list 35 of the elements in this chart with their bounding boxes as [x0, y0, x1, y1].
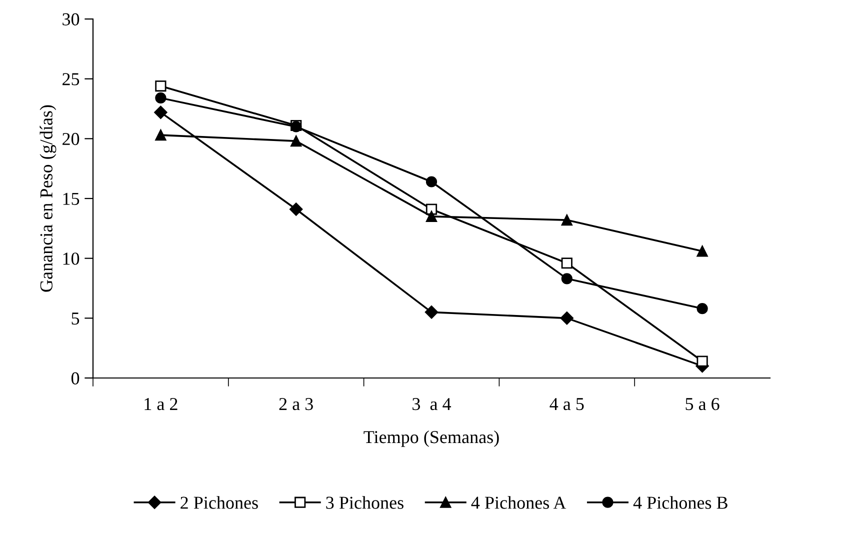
legend-label: 4 Pichones B: [633, 496, 728, 509]
y-tick-label: 20: [62, 132, 80, 146]
y-axis-title: Ganancia en Peso (g/días): [40, 105, 56, 292]
point: [155, 92, 166, 104]
x-tick-label: 5 a 6: [686, 398, 720, 410]
y-tick-label: 30: [62, 13, 80, 26]
point: [154, 106, 168, 119]
point: [155, 80, 166, 92]
y-tick-label: 0: [71, 372, 80, 384]
point: [560, 312, 574, 325]
y-tick-label: 15: [63, 192, 80, 205]
legend-label: 4 Pichones A: [471, 496, 566, 509]
x-axis-title: Tiempo (Semanas): [364, 430, 499, 447]
point: [426, 210, 438, 222]
point: [696, 303, 708, 314]
y-tick-label: 10: [63, 252, 80, 265]
point: [426, 176, 438, 188]
legend-label: 3 Pichones: [326, 496, 404, 509]
point: [696, 246, 708, 257]
y-tick-label: 25: [62, 73, 80, 86]
point: [426, 204, 438, 215]
point: [561, 214, 572, 226]
point: [424, 306, 438, 319]
point: [696, 356, 708, 367]
x-tick-label: 3 a 4: [412, 398, 452, 410]
point: [290, 202, 303, 216]
y-tick-label: 5: [72, 312, 80, 325]
x-tick-label: 1 a 2: [144, 398, 178, 410]
x-tick-label: 2 a 3: [279, 398, 313, 410]
point: [155, 130, 166, 141]
point: [561, 273, 572, 284]
point: [290, 136, 302, 147]
legend-label: 2 Pichones: [180, 496, 258, 509]
x-tick-label: 4 a 5: [550, 398, 584, 410]
point: [561, 258, 572, 269]
